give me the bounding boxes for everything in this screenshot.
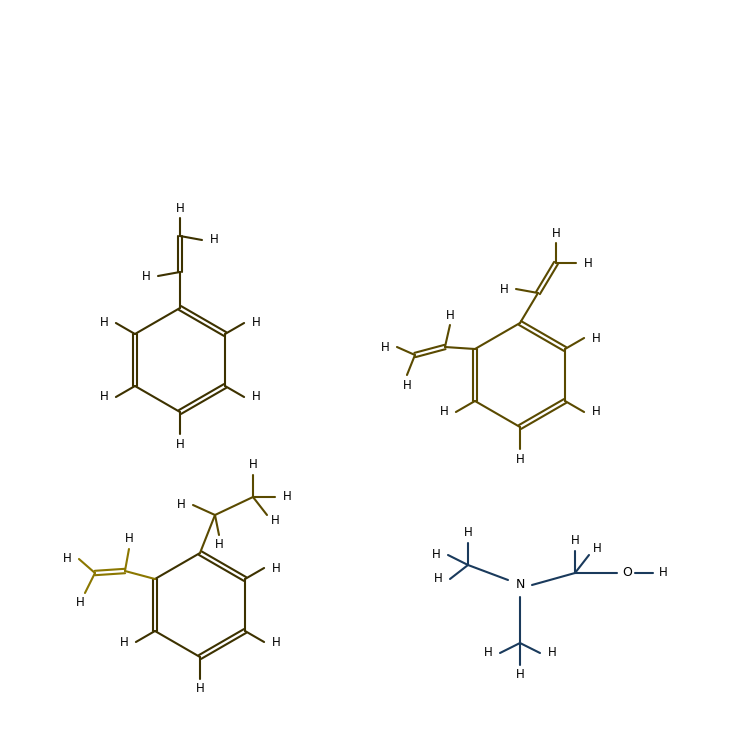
Text: H: H (63, 553, 71, 566)
Text: H: H (432, 548, 440, 562)
Text: H: H (125, 532, 133, 545)
Text: H: H (593, 542, 601, 556)
Text: H: H (100, 391, 109, 404)
Text: H: H (434, 572, 443, 586)
Text: H: H (176, 437, 184, 451)
Text: H: H (592, 332, 601, 344)
Text: H: H (584, 256, 593, 269)
Text: H: H (552, 226, 561, 239)
Text: H: H (195, 682, 204, 695)
Text: H: H (141, 269, 150, 283)
Text: H: H (249, 458, 257, 472)
Text: H: H (592, 406, 601, 418)
Text: H: H (214, 538, 223, 551)
Text: H: H (252, 391, 260, 404)
Text: H: H (272, 562, 281, 574)
Text: H: H (402, 379, 411, 392)
Text: H: H (283, 490, 292, 503)
Text: H: H (272, 635, 281, 649)
Text: H: H (210, 233, 219, 247)
Text: H: H (176, 499, 185, 512)
Text: H: H (464, 526, 472, 539)
Text: H: H (381, 340, 389, 353)
Text: H: H (76, 596, 85, 610)
Text: H: H (100, 316, 109, 329)
Text: H: H (571, 535, 580, 548)
Text: H: H (483, 646, 492, 659)
Text: O: O (622, 566, 632, 580)
Text: H: H (547, 646, 556, 659)
Text: H: H (445, 308, 454, 322)
Text: H: H (120, 635, 128, 649)
Text: H: H (515, 452, 524, 466)
Text: H: H (515, 668, 524, 682)
Text: H: H (252, 316, 260, 329)
Text: H: H (270, 514, 279, 527)
Text: H: H (658, 566, 667, 580)
Text: H: H (176, 202, 184, 214)
Text: H: H (440, 406, 448, 418)
Text: H: H (499, 283, 508, 296)
Text: N: N (515, 578, 525, 592)
